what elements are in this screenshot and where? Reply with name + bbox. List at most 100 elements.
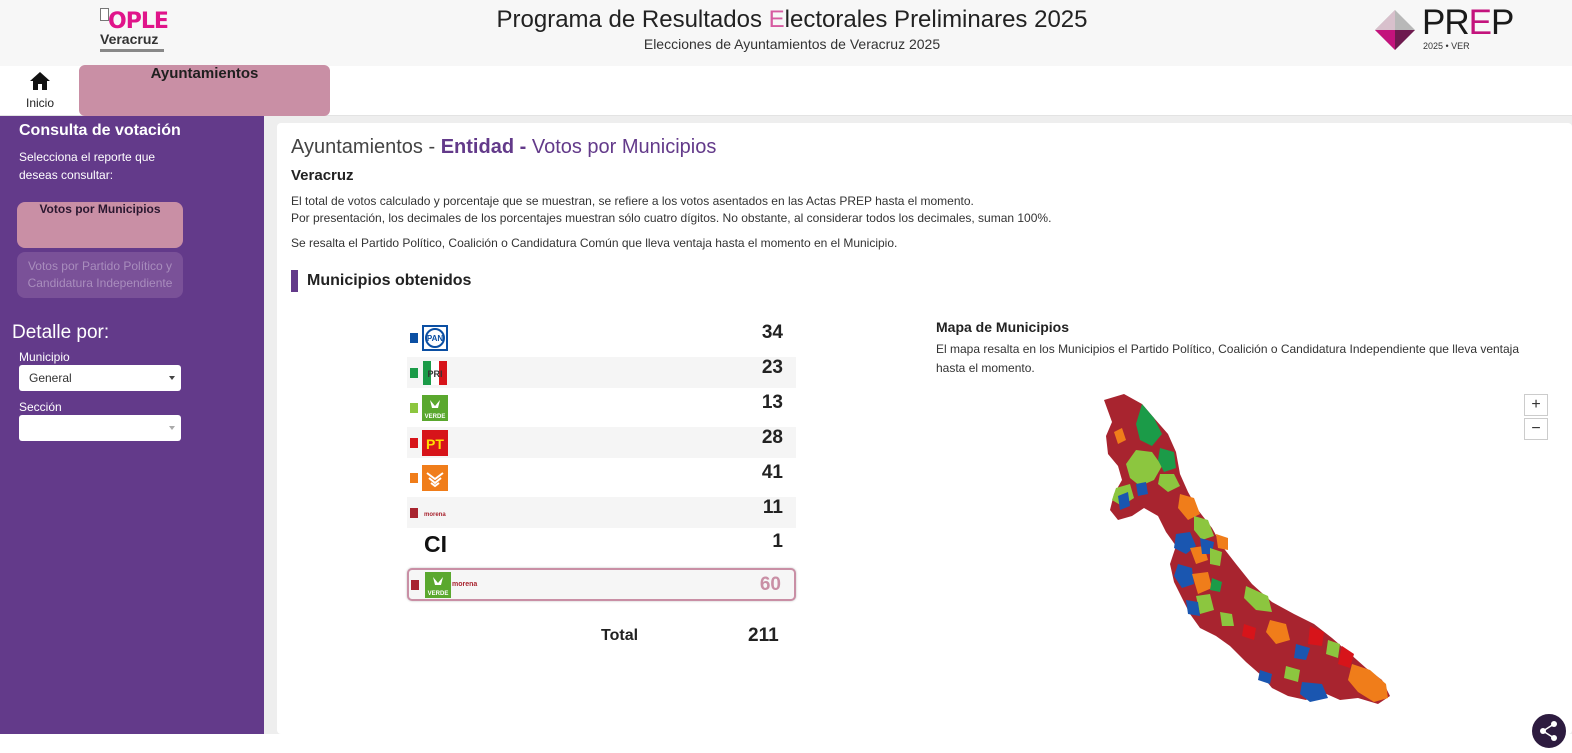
seccion-select[interactable] [19,415,181,441]
map-pan-region [1258,670,1272,684]
svg-text:morena: morena [452,581,477,588]
sidebar-title: Consulta de votación [19,122,181,139]
zoom-in-button[interactable]: + [1524,394,1548,416]
map-pt-region [1338,646,1354,668]
sidebar-description: Selecciona el reporte que deseas consult… [19,150,156,182]
page-header-subtitle: Elecciones de Ayuntamientos de Veracruz … [643,36,941,52]
prep-logo[interactable]: PREP 2025 • VER [1372,3,1532,57]
note-total-votes: El total de votos calculado y porcentaje… [291,194,974,208]
map-verde-region [1194,516,1214,540]
morena-logo-icon: morena [452,581,477,588]
map-pan-region [1174,564,1194,588]
map-mc-region [1266,620,1290,644]
veracruz-municipalities-map[interactable] [1096,388,1396,710]
note-decimals: Por presentación, los decimales de los p… [291,211,1052,225]
zoom-out-button[interactable]: − [1524,418,1548,440]
color-swatch [410,403,418,413]
map-mc-region [1216,534,1228,550]
result-row-pt: PT 28 [407,427,796,458]
map-verde-region [1126,450,1162,486]
pt-logo-icon: PT [422,430,448,456]
result-row-mc: 41 [407,462,796,493]
svg-text:morena: morena [424,512,446,518]
note-highlight: Se resalta el Partido Político, Coalició… [291,236,898,250]
share-button[interactable] [1530,712,1568,750]
total-value: 211 [748,625,779,646]
map-verde-region [1196,594,1214,614]
result-row-ci: CI 1 [407,531,796,562]
map-pri-region [1210,578,1222,592]
map-verde-region [1326,640,1340,658]
result-count: 1 [772,531,783,552]
result-count: 28 [761,427,783,448]
color-swatch [411,580,419,590]
verde-logo-icon: VERDE [422,395,448,421]
result-count: 11 [762,497,783,518]
total-label: Total [601,627,639,644]
caret-down-icon [169,376,175,380]
map-pan-region [1186,600,1200,616]
result-count: 13 [761,392,783,413]
map-verde-region [1220,612,1234,626]
map-description: El mapa resalta en los Municipios el Par… [936,342,1520,375]
caret-down-icon [169,426,175,430]
map-mc-region [1178,494,1200,520]
prep-logo-word: PREP [1422,3,1514,42]
pri-logo-icon: PRI [423,361,447,385]
home-label: Inicio [25,96,54,110]
prep-logo-year: 2025 • VER [1423,41,1470,51]
color-swatch [410,508,418,518]
color-swatch [410,333,418,343]
color-swatch [410,473,418,483]
map-mc-region [1348,664,1388,702]
page-header-title: Programa de Resultados Electorales Preli… [496,6,1088,33]
svg-text:VERDE: VERDE [425,414,446,420]
map-pan-region [1294,644,1310,660]
svg-text:PT: PT [426,436,444,452]
municipio-label: Municipio [19,350,70,364]
map-pri-region [1158,448,1176,472]
color-swatch [410,438,418,448]
header: OPLE Veracruz Programa de Resultados Ele… [0,0,1572,66]
entity-name: Veracruz [291,167,354,184]
municipio-select-value: General [29,371,72,385]
home-button[interactable]: Inicio [18,72,62,112]
svg-text:PRI: PRI [427,369,442,379]
seccion-label: Sección [19,400,62,414]
result-count: 41 [761,462,783,483]
home-icon [30,72,50,90]
color-swatch [410,368,418,378]
map-pt-region [1308,626,1324,646]
municipio-select[interactable]: General [19,365,181,391]
map-pan-region [1300,682,1328,702]
result-row-verde-morena-highlighted: VERDE morena 60 [407,568,796,601]
ople-veracruz-logo[interactable]: OPLE Veracruz [98,7,169,55]
map-pt-region [1242,624,1256,640]
votos-por-partido-button[interactable]: Votos por Partido Político y Candidatura… [17,252,183,298]
top-nav: Inicio Ayuntamientos [0,65,1572,116]
result-count: 34 [761,322,783,343]
share-icon [1540,721,1557,741]
map-pan-region [1118,492,1130,510]
result-row-pri: PRI 23 [407,357,796,388]
result-row-morena: morena 11 [407,497,796,528]
ople-logo-line [100,49,164,52]
map-mc-region [1192,572,1212,594]
ople-logo-word: OPLE [108,9,169,34]
map-verde-region [1210,548,1222,566]
verde-logo-icon: VERDE [425,572,451,598]
svg-text:PAN: PAN [427,334,444,343]
prep-diamond-icon [1375,10,1415,50]
map-base-region [1104,394,1390,704]
page-heading: Ayuntamientos - Entidad - Votos por Muni… [291,136,717,158]
svg-text:VERDE: VERDE [428,591,449,597]
result-count: 23 [761,357,783,378]
section-title-municipios-obtenidos: Municipios obtenidos [291,270,471,292]
map-title: Mapa de Municipios [936,319,1070,335]
ople-logo-sub: Veracruz [100,31,159,47]
map-verde-region [1136,404,1162,446]
tab-ayuntamientos[interactable]: Ayuntamientos [79,65,330,116]
ci-logo: CI [424,531,447,557]
map-verde-region [1284,666,1300,682]
votos-por-municipios-button[interactable]: Votos por Municipios [17,202,183,248]
